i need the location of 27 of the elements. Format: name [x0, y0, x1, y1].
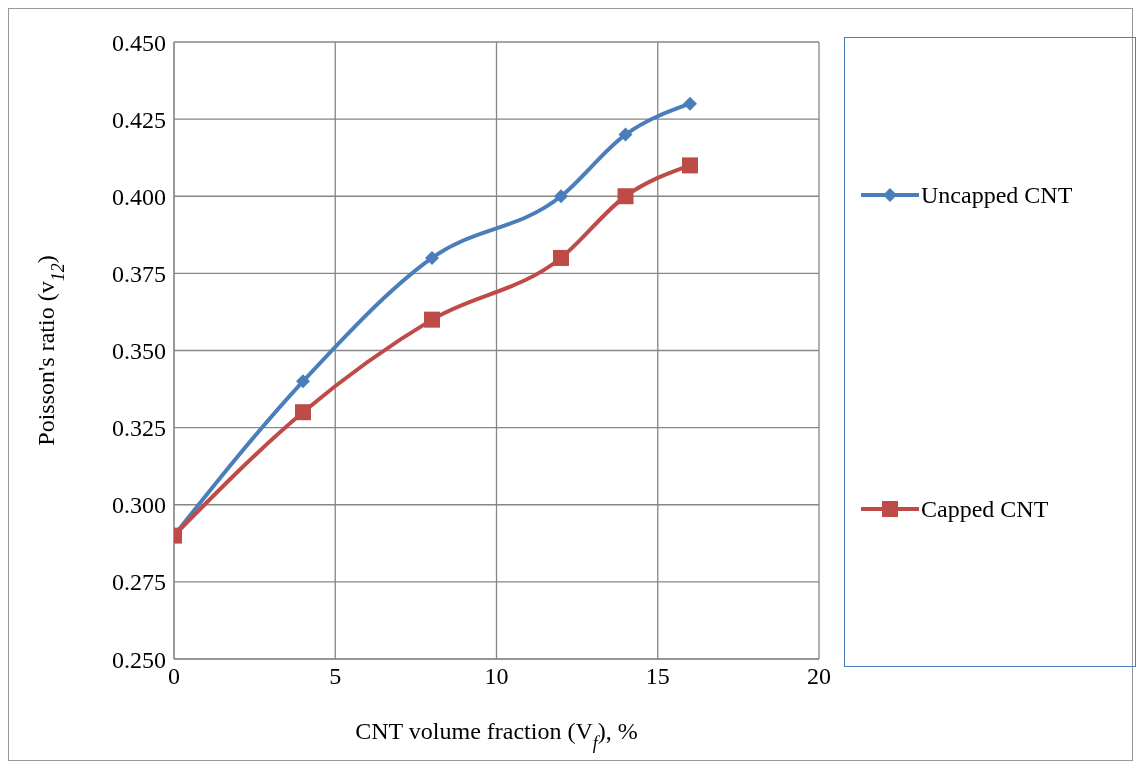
legend-label: Uncapped CNT [921, 181, 1073, 209]
point [425, 250, 439, 265]
x-tick-label: 20 [807, 663, 831, 690]
point [618, 127, 633, 142]
y-tick-label: 0.350 [112, 338, 166, 365]
y-tick-label: 0.300 [112, 492, 166, 519]
y-tick-label: 0.425 [112, 106, 166, 133]
x-axis-title: CNT volume fraction (V$_{f}$), % [355, 718, 638, 753]
y-tick-label: 0.400 [112, 183, 166, 210]
point [682, 157, 698, 174]
y-tick-label: 0.250 [112, 646, 166, 673]
x-tick-label: 5 [329, 663, 342, 690]
point [617, 188, 634, 205]
y-tick-label: 0.375 [112, 260, 166, 287]
y-tick-label: 0.325 [112, 415, 166, 442]
x-tick-label: 10 [484, 663, 509, 690]
y-tick-label: 0.275 [112, 569, 166, 596]
point [424, 311, 440, 328]
x-tick-label: 15 [645, 663, 670, 690]
y-tick-label: 0.450 [112, 29, 166, 56]
point [554, 189, 568, 204]
point [683, 96, 697, 111]
point [295, 404, 311, 421]
point [553, 249, 569, 266]
point [296, 374, 310, 389]
legend-label: Capped CNT [921, 495, 1049, 523]
x-tick-label: 0 [168, 663, 180, 690]
